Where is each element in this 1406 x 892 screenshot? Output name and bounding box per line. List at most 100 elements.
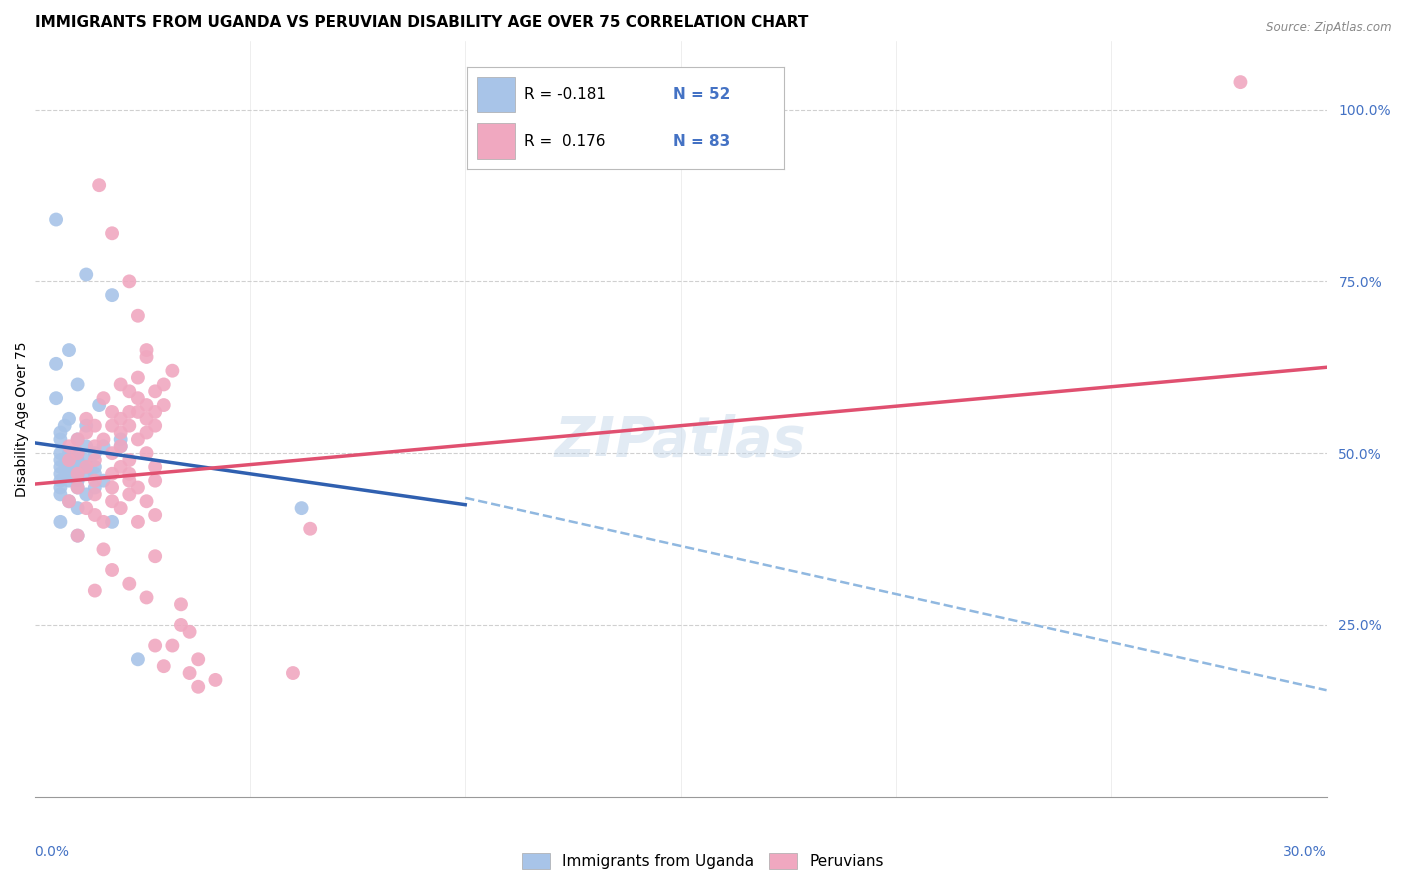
Point [66, 446, 89, 460]
Point [66, 474, 89, 488]
Point [118, 418, 141, 433]
Point [143, 459, 166, 474]
Point [49, 425, 72, 440]
Point [58, 412, 80, 426]
Point [58, 446, 80, 460]
Point [118, 405, 141, 419]
Text: 0.0%: 0.0% [35, 845, 69, 859]
Point [143, 474, 166, 488]
Point [66, 501, 89, 516]
Point [135, 494, 157, 508]
Point [49, 474, 72, 488]
Point [143, 508, 166, 522]
Point [75, 459, 97, 474]
Point [58, 343, 80, 357]
Point [93, 542, 115, 557]
Point [75, 467, 97, 481]
Point [101, 288, 124, 302]
Point [75, 268, 97, 282]
Point [58, 459, 80, 474]
Point [127, 481, 149, 495]
Point [118, 487, 141, 501]
Point [290, 501, 312, 516]
Point [75, 412, 97, 426]
Point [75, 459, 97, 474]
Point [49, 453, 72, 467]
Point [45, 212, 67, 227]
Point [83, 446, 105, 460]
Point [118, 274, 141, 288]
Point [110, 459, 132, 474]
Point [162, 639, 184, 653]
Point [118, 474, 141, 488]
Point [127, 370, 149, 384]
Point [75, 425, 97, 440]
Point [162, 364, 184, 378]
Point [118, 467, 141, 481]
Point [152, 659, 174, 673]
Point [118, 384, 141, 399]
Point [66, 433, 89, 447]
Point [93, 433, 115, 447]
Point [49, 459, 72, 474]
Point [75, 453, 97, 467]
Point [187, 680, 209, 694]
Point [66, 467, 89, 481]
Point [58, 474, 80, 488]
Point [179, 666, 201, 681]
Point [66, 453, 89, 467]
Point [83, 583, 105, 598]
Point [66, 481, 89, 495]
Point [93, 391, 115, 405]
Point [179, 624, 201, 639]
Legend: Immigrants from Uganda, Peruvians: Immigrants from Uganda, Peruvians [516, 847, 890, 875]
Point [281, 666, 304, 681]
Point [110, 501, 132, 516]
Point [170, 618, 193, 632]
Point [49, 481, 72, 495]
Point [118, 453, 141, 467]
Point [299, 522, 322, 536]
Point [152, 377, 174, 392]
Point [58, 494, 80, 508]
Point [75, 439, 97, 453]
Point [152, 398, 174, 412]
Point [58, 453, 80, 467]
Point [135, 350, 157, 364]
Point [83, 487, 105, 501]
Point [110, 377, 132, 392]
Point [66, 459, 89, 474]
Point [110, 425, 132, 440]
Point [143, 405, 166, 419]
Point [110, 439, 132, 453]
Point [170, 597, 193, 611]
Point [75, 487, 97, 501]
Point [93, 515, 115, 529]
Point [75, 418, 97, 433]
Point [101, 515, 124, 529]
Point [83, 418, 105, 433]
Point [143, 384, 166, 399]
Point [101, 446, 124, 460]
Point [49, 515, 72, 529]
Text: Source: ZipAtlas.com: Source: ZipAtlas.com [1267, 21, 1392, 34]
Point [135, 425, 157, 440]
Point [101, 494, 124, 508]
Point [101, 563, 124, 577]
Point [66, 433, 89, 447]
Point [83, 508, 105, 522]
Point [49, 487, 72, 501]
Point [127, 405, 149, 419]
Point [58, 494, 80, 508]
Point [127, 652, 149, 666]
Point [66, 528, 89, 542]
Point [101, 227, 124, 241]
Point [135, 412, 157, 426]
Point [135, 591, 157, 605]
Point [143, 418, 166, 433]
Point [135, 343, 157, 357]
Point [135, 446, 157, 460]
Point [127, 433, 149, 447]
Point [66, 528, 89, 542]
Point [83, 453, 105, 467]
